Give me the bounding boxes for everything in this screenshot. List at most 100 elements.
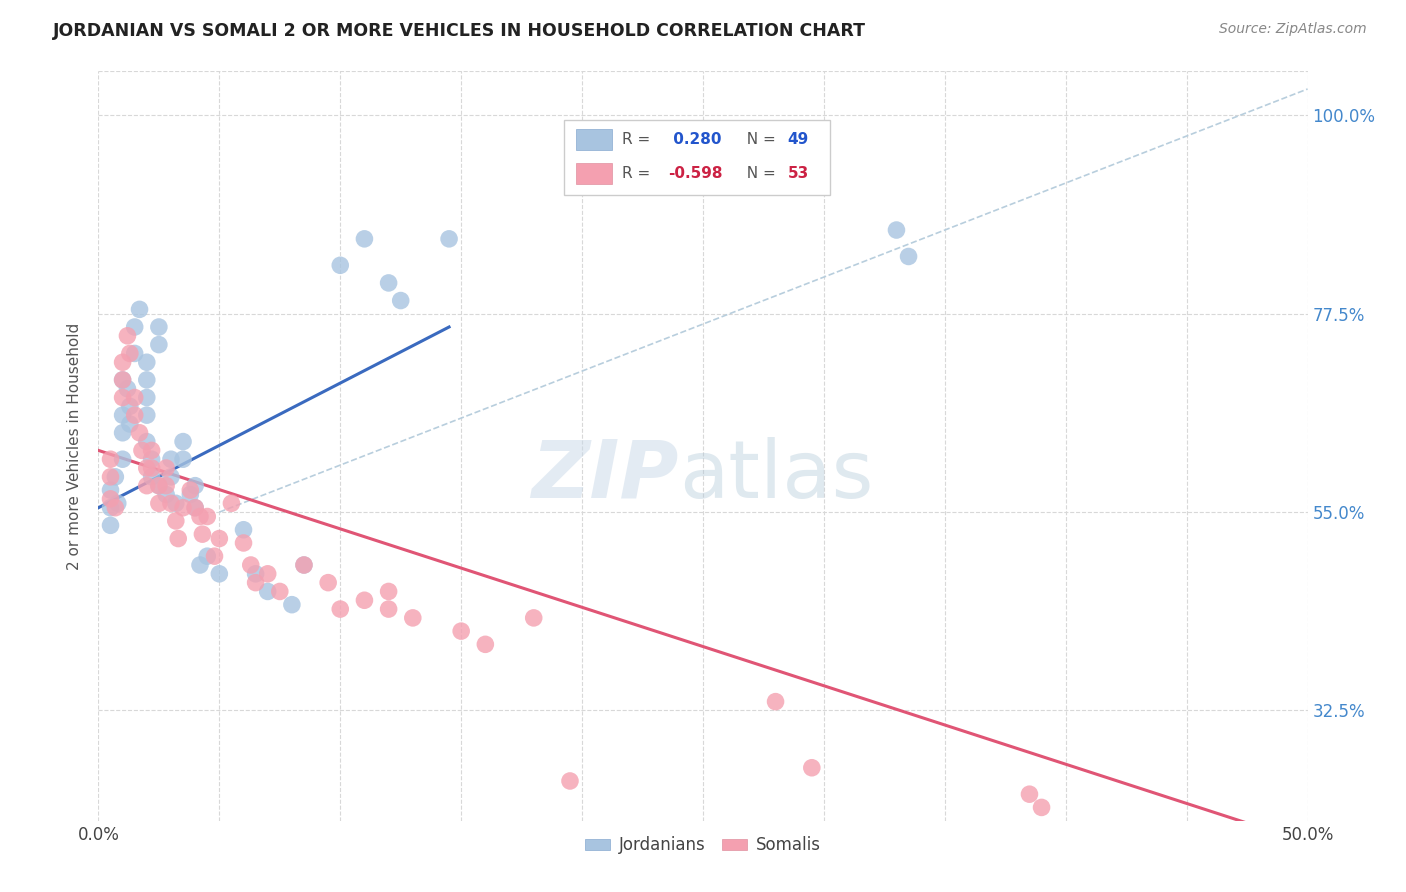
Point [135,434,157,449]
Point [188,509,211,524]
Point [160,496,183,510]
Point [165,514,187,528]
Point [208,566,231,581]
Point [172,434,194,449]
Point [523,611,546,625]
Point [195,549,218,564]
Point [160,452,183,467]
Point [765,695,787,709]
Point [111,452,134,467]
Point [292,558,315,572]
Point [165,496,187,510]
Text: R =: R = [621,132,655,147]
Point [353,232,375,246]
FancyBboxPatch shape [576,129,613,150]
Point [148,496,170,510]
Point [104,470,127,484]
Point [256,584,278,599]
Point [135,373,157,387]
Point [111,425,134,440]
Point [135,391,157,405]
Y-axis label: 2 or more Vehicles in Household: 2 or more Vehicles in Household [67,322,83,570]
Point [1018,787,1040,801]
Point [160,470,183,484]
Point [800,761,823,775]
Point [316,575,339,590]
Point [172,500,194,515]
Point [141,461,163,475]
Point [117,382,139,396]
Point [124,320,146,334]
Point [141,443,163,458]
Point [100,491,122,506]
Point [179,483,201,497]
Point [437,232,460,246]
Point [1031,800,1053,814]
Point [155,487,177,501]
Point [135,478,157,492]
Point [100,470,122,484]
Point [111,408,134,422]
Point [155,461,177,475]
Text: N =: N = [737,166,780,181]
Point [402,611,425,625]
Point [239,558,262,572]
Text: 53: 53 [787,166,808,181]
Point [100,452,122,467]
Point [124,391,146,405]
Point [232,536,254,550]
Point [208,532,231,546]
Text: -0.598: -0.598 [668,166,723,181]
Point [135,355,157,369]
Point [558,774,581,789]
Point [100,500,122,515]
Point [188,558,211,572]
Point [329,602,352,616]
Text: Source: ZipAtlas.com: Source: ZipAtlas.com [1219,22,1367,37]
FancyBboxPatch shape [576,162,613,184]
Point [117,328,139,343]
Point [148,337,170,351]
Point [118,400,141,414]
Point [135,408,157,422]
Point [100,483,122,497]
Point [155,478,177,492]
Point [292,558,315,572]
Legend: Jordanians, Somalis: Jordanians, Somalis [579,830,827,861]
Point [111,355,134,369]
Point [204,549,226,564]
Point [104,500,127,515]
Point [886,223,908,237]
Point [377,602,399,616]
Point [131,443,153,458]
Point [167,532,190,546]
Point [100,518,122,533]
Point [107,496,129,510]
Point [377,584,399,599]
Point [124,408,146,422]
Text: R =: R = [621,166,655,181]
Point [245,566,267,581]
Point [118,346,141,360]
FancyBboxPatch shape [564,120,830,195]
Text: 49: 49 [787,132,808,147]
Point [191,527,214,541]
Point [450,624,472,639]
Point [195,509,218,524]
Point [256,566,278,581]
Point [141,470,163,484]
Point [124,346,146,360]
Point [329,258,352,272]
Point [128,302,150,317]
Point [135,461,157,475]
Point [184,478,207,492]
Point [389,293,412,308]
Point [221,496,243,510]
Point [474,637,496,651]
Point [148,478,170,492]
Point [245,575,267,590]
Point [148,320,170,334]
Point [111,373,134,387]
Point [111,373,134,387]
Point [111,391,134,405]
